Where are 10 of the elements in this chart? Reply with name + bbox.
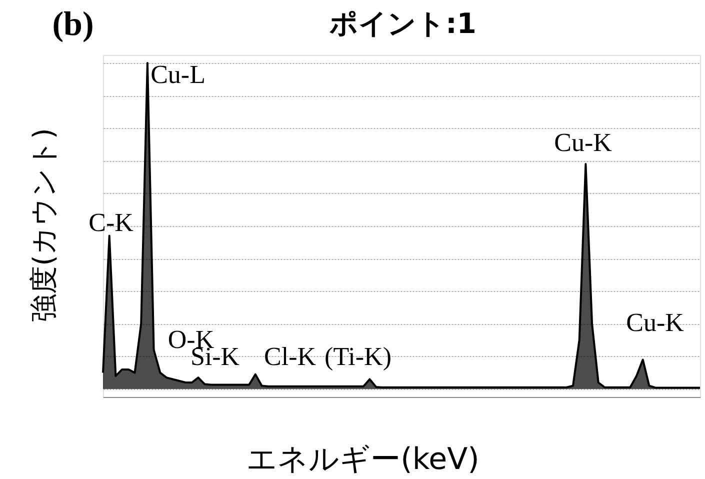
chart-subtitle: ポイント:1 <box>330 7 476 40</box>
annotation: C-K <box>88 208 134 237</box>
chart-title: (b) <box>52 6 94 43</box>
annotation: Cu-K <box>626 308 684 337</box>
annotation: (Ti-K) <box>324 342 392 371</box>
annotation: Cu-K <box>554 128 612 157</box>
annotation: Cu-L <box>150 60 206 89</box>
annotation: Cl-K <box>264 342 316 371</box>
x-axis-title: エネルギー(keV) <box>246 442 480 477</box>
y-axis-title: 強度(カウント) <box>27 128 60 322</box>
